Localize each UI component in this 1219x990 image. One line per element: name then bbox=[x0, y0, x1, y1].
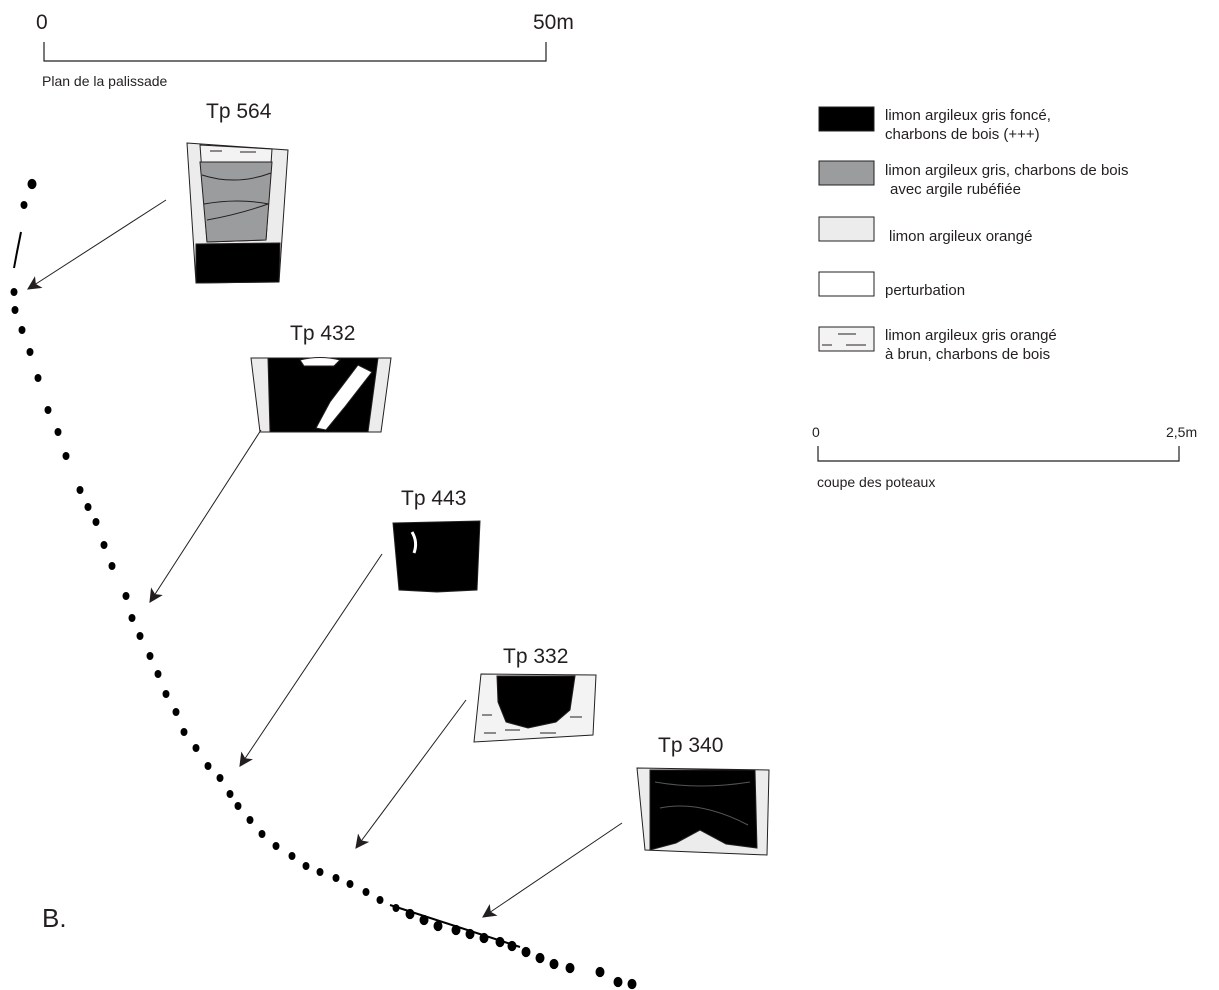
post-hole-dot bbox=[27, 178, 37, 190]
post-hole-dot bbox=[362, 887, 370, 897]
post-hole-dot bbox=[613, 976, 623, 988]
plan-scale-caption: Plan de la palissade bbox=[42, 73, 168, 89]
section-label-tp-564: Tp 564 bbox=[206, 100, 272, 123]
post-hole-dot bbox=[346, 879, 354, 889]
section-scale-start: 0 bbox=[812, 424, 820, 440]
legend-swatches bbox=[818, 106, 875, 352]
post-hole-dot bbox=[549, 958, 559, 970]
palisade-post-holes bbox=[10, 178, 637, 990]
post-hole-dot bbox=[535, 952, 545, 964]
legend-swatch-grey bbox=[818, 160, 875, 186]
post-hole-dot bbox=[154, 669, 162, 679]
post-hole-dot bbox=[108, 561, 116, 571]
section-arrows bbox=[27, 199, 623, 918]
post-hole-dot bbox=[44, 405, 52, 415]
post-hole-dot bbox=[172, 707, 180, 717]
section-tp-564 bbox=[186, 142, 289, 284]
section-tp-332 bbox=[473, 673, 597, 743]
legend-swatch-dark bbox=[818, 106, 875, 132]
post-hole-dot bbox=[162, 689, 170, 699]
post-hole-dot bbox=[258, 829, 266, 839]
post-hole-dot bbox=[192, 743, 200, 753]
post-hole-dot bbox=[521, 946, 531, 958]
post-hole-dot bbox=[84, 502, 92, 512]
section-tp-432 bbox=[250, 357, 392, 433]
post-hole-dot bbox=[332, 873, 340, 883]
post-hole-dot bbox=[272, 841, 280, 851]
post-hole-dot bbox=[565, 962, 575, 974]
legend-item-5-line-2: à brun, charbons de bois bbox=[885, 346, 1051, 363]
legend-item-2-line-1: limon argileux gris, charbons de bois bbox=[885, 162, 1129, 179]
post-hole-dot bbox=[62, 451, 70, 461]
post-hole-dot bbox=[34, 373, 42, 383]
post-hole-dot bbox=[100, 540, 108, 550]
post-hole-dot bbox=[10, 287, 18, 297]
legend-swatch-dashed bbox=[818, 326, 875, 352]
palisade-short-lines bbox=[13, 231, 521, 948]
post-hole-dot bbox=[180, 727, 188, 737]
legend-swatch-white bbox=[818, 271, 875, 297]
section-tp-340 bbox=[636, 767, 770, 856]
post-hole-dot bbox=[11, 305, 19, 315]
legend-item-1-line-1: limon argileux gris foncé, bbox=[885, 107, 1051, 124]
legend-item-4-line-1: perturbation bbox=[885, 282, 966, 299]
post-hole-dot bbox=[234, 801, 242, 811]
figure-letter: B. bbox=[42, 903, 67, 933]
post-hole-dot bbox=[136, 631, 144, 641]
post-hole-dot bbox=[128, 613, 136, 623]
post-hole-dot bbox=[18, 325, 26, 335]
legend-swatch-light bbox=[818, 216, 875, 242]
plan-scale-bar bbox=[43, 42, 547, 62]
plan-scale-end: 50m bbox=[533, 11, 574, 34]
post-hole-dot bbox=[433, 920, 443, 932]
legend-item-2-line-2: avec argile rubéfiée bbox=[890, 181, 1021, 198]
plan-scale-start: 0 bbox=[36, 11, 48, 34]
legend-item-5-line-1: limon argileux gris orangé bbox=[885, 327, 1057, 344]
section-scale-end: 2,5m bbox=[1166, 424, 1198, 440]
section-label-tp-332: Tp 332 bbox=[503, 645, 569, 668]
post-hole-dot bbox=[627, 978, 637, 990]
post-hole-dot bbox=[316, 867, 324, 877]
post-hole-dot bbox=[216, 773, 224, 783]
post-hole-dot bbox=[204, 761, 212, 771]
section-scale-caption: coupe des poteaux bbox=[817, 474, 936, 490]
post-hole-dot bbox=[122, 591, 130, 601]
post-hole-dot bbox=[595, 966, 605, 978]
post-hole-dot bbox=[288, 851, 296, 861]
post-hole-dot bbox=[92, 517, 100, 527]
section-label-tp-443: Tp 443 bbox=[401, 487, 467, 510]
section-scale-bar bbox=[817, 446, 1180, 462]
legend-item-1-line-2: charbons de bois (+++) bbox=[885, 126, 1040, 143]
post-hole-dot bbox=[146, 651, 154, 661]
post-hole-dot bbox=[76, 485, 84, 495]
section-label-tp-340: Tp 340 bbox=[658, 734, 724, 757]
post-hole-dot bbox=[226, 789, 234, 799]
post-hole-dot bbox=[302, 861, 310, 871]
section-label-tp-432: Tp 432 bbox=[290, 322, 356, 345]
post-hole-dot bbox=[54, 427, 62, 437]
post-hole-dot bbox=[376, 895, 384, 905]
post-hole-dot bbox=[246, 815, 254, 825]
legend-item-3-line-1: limon argileux orangé bbox=[889, 228, 1033, 245]
section-tp-443 bbox=[392, 520, 481, 593]
post-hole-dot bbox=[26, 347, 34, 357]
post-hole-dot bbox=[20, 200, 28, 210]
